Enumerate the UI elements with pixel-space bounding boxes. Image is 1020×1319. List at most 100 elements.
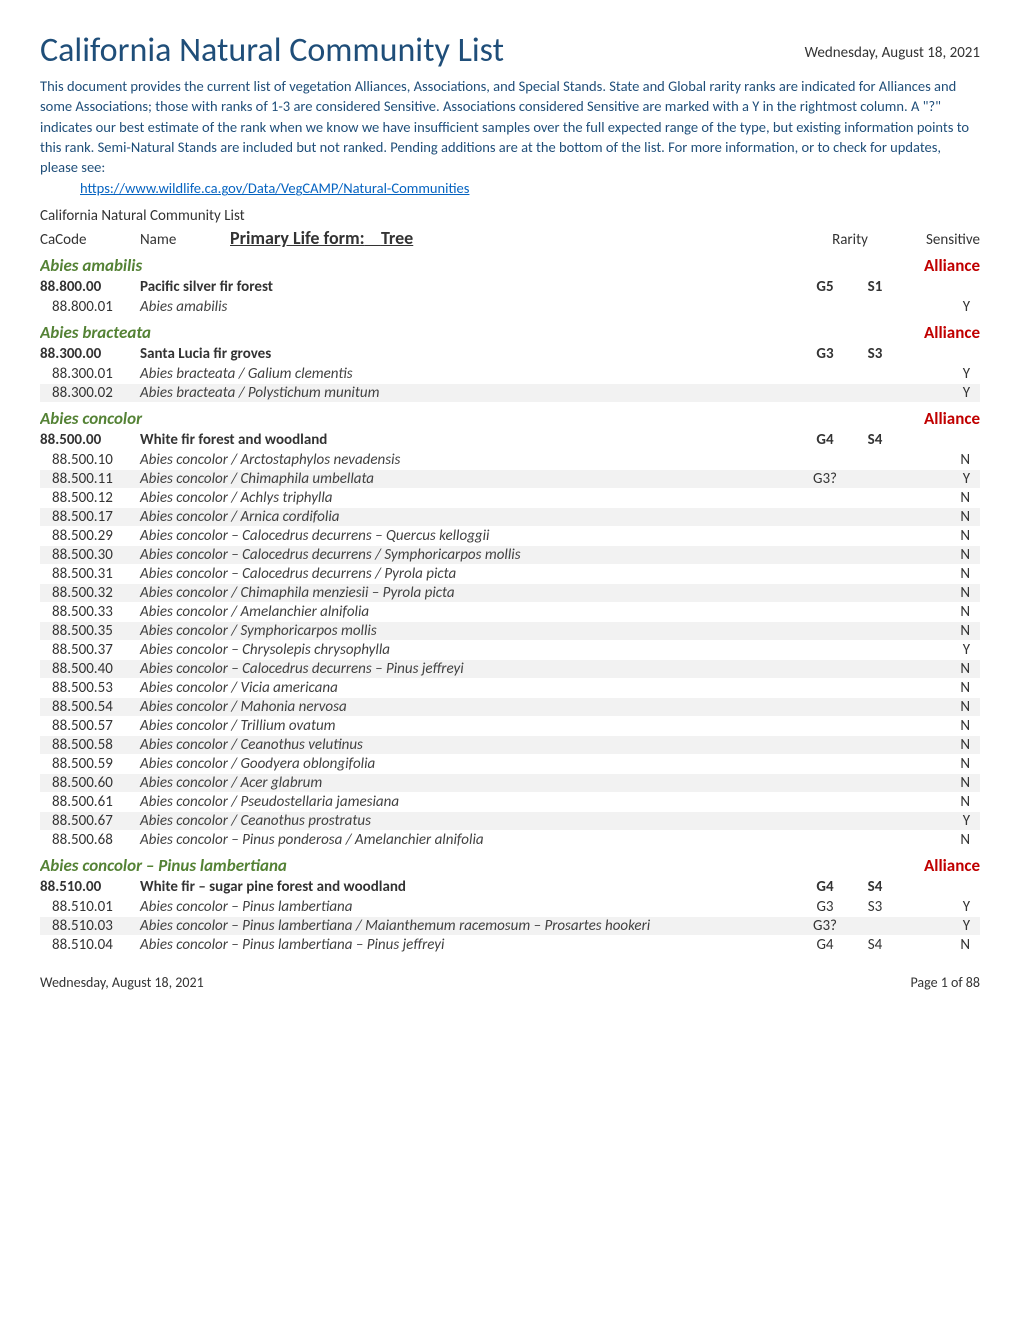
footer-page: Page 1 of 88 <box>910 974 980 991</box>
entry-name: Abies concolor – Pinus ponderosa / Amela… <box>140 831 800 849</box>
group-code: 88.510.00 <box>40 878 140 896</box>
entry-name: Abies concolor / Vicia americana <box>140 679 800 697</box>
species-name: Abies concolor <box>40 408 142 429</box>
entry-name: Abies concolor / Arctostaphylos nevadens… <box>140 451 800 469</box>
entry-global-rank: G4 <box>800 936 850 954</box>
entry-row: 88.500.35Abies concolor / Symphoricarpos… <box>40 622 980 640</box>
species-heading-row: Abies bracteataAlliance <box>40 322 980 343</box>
species-name: Abies concolor – Pinus lambertiana <box>40 855 287 876</box>
group-code: 88.800.00 <box>40 278 140 296</box>
entry-sensitive: N <box>900 489 980 507</box>
entry-sensitive: N <box>900 451 980 469</box>
entry-row: 88.500.67Abies concolor / Ceanothus pros… <box>40 812 980 830</box>
entry-name: Abies concolor / Chimaphila umbellata <box>140 470 800 488</box>
entry-name: Abies concolor – Pinus lambertiana <box>140 898 800 916</box>
group-code: 88.300.00 <box>40 345 140 363</box>
column-header-row: CaCode Name Primary Life form: Tree Rari… <box>40 227 980 249</box>
footer-date: Wednesday, August 18, 2021 <box>40 974 204 991</box>
alliance-label: Alliance <box>924 855 980 876</box>
entry-code: 88.500.68 <box>52 831 140 849</box>
entry-name: Abies concolor / Ceanothus velutinus <box>140 736 800 754</box>
entry-sensitive: N <box>900 774 980 792</box>
entry-sensitive: Y <box>900 365 980 383</box>
entry-name: Abies concolor / Arnica cordifolia <box>140 508 800 526</box>
species-heading-row: Abies concolor Alliance <box>40 408 980 429</box>
group-state-rank: S3 <box>850 345 900 363</box>
entry-row: 88.500.59Abies concolor / Goodyera oblon… <box>40 755 980 773</box>
entry-row: 88.500.30Abies concolor – Calocedrus dec… <box>40 546 980 564</box>
entry-sensitive: N <box>900 698 980 716</box>
entry-code: 88.500.31 <box>52 565 140 583</box>
sections-container: Abies amabilisAlliance88.800.00Pacific s… <box>40 255 980 954</box>
entry-row: 88.510.01Abies concolor – Pinus lamberti… <box>40 898 980 916</box>
entry-name: Abies concolor / Goodyera oblongifolia <box>140 755 800 773</box>
entry-code: 88.500.60 <box>52 774 140 792</box>
entry-sensitive: N <box>900 508 980 526</box>
entry-name: Abies amabilis <box>140 298 800 316</box>
entry-global-rank: G3 <box>800 898 850 916</box>
species-heading-row: Abies amabilisAlliance <box>40 255 980 276</box>
group-row: 88.800.00Pacific silver fir forestG5S1 <box>40 278 980 296</box>
entry-row: 88.300.02Abies bracteata / Polystichum m… <box>40 384 980 402</box>
entry-row: 88.500.17Abies concolor / Arnica cordifo… <box>40 508 980 526</box>
entry-code: 88.500.33 <box>52 603 140 621</box>
entry-row: 88.500.57Abies concolor / Trillium ovatu… <box>40 717 980 735</box>
entry-code: 88.500.12 <box>52 489 140 507</box>
entry-row: 88.500.54Abies concolor / Mahonia nervos… <box>40 698 980 716</box>
group-name: Santa Lucia fir groves <box>140 345 800 363</box>
entry-name: Abies concolor / Achlys triphylla <box>140 489 800 507</box>
group-name: White fir forest and woodland <box>140 431 800 449</box>
group-row: 88.300.00Santa Lucia fir grovesG3S3 <box>40 345 980 363</box>
entry-row: 88.500.58Abies concolor / Ceanothus velu… <box>40 736 980 754</box>
entry-row: 88.500.33Abies concolor / Amelanchier al… <box>40 603 980 621</box>
group-state-rank: S4 <box>850 878 900 896</box>
group-name: White fir – sugar pine forest and woodla… <box>140 878 800 896</box>
list-subtitle: California Natural Community List <box>40 207 980 225</box>
entry-name: Abies bracteata / Galium clementis <box>140 365 800 383</box>
intro-link[interactable]: https://www.wildlife.ca.gov/Data/VegCAMP… <box>80 179 469 197</box>
life-form-label: Primary Life form: <box>230 227 365 249</box>
entry-code: 88.500.57 <box>52 717 140 735</box>
entry-row: 88.300.01Abies bracteata / Galium clemen… <box>40 365 980 383</box>
entry-sensitive: N <box>900 584 980 602</box>
entry-code: 88.500.40 <box>52 660 140 678</box>
entry-name: Abies concolor – Calocedrus decurrens / … <box>140 565 800 583</box>
entry-code: 88.500.32 <box>52 584 140 602</box>
group-row: 88.500.00White fir forest and woodlandG4… <box>40 431 980 449</box>
entry-sensitive: Y <box>900 298 980 316</box>
entry-state-rank: S4 <box>850 936 900 954</box>
entry-sensitive: N <box>900 622 980 640</box>
entry-global-rank: G3? <box>800 470 850 488</box>
entry-row: 88.510.04Abies concolor – Pinus lamberti… <box>40 936 980 954</box>
group-state-rank: S1 <box>850 278 900 296</box>
main-title: California Natural Community List <box>40 30 504 71</box>
entry-code: 88.500.35 <box>52 622 140 640</box>
entry-name: Abies concolor – Calocedrus decurrens / … <box>140 546 800 564</box>
entry-code: 88.510.04 <box>52 936 140 954</box>
entry-code: 88.500.67 <box>52 812 140 830</box>
group-row: 88.510.00White fir – sugar pine forest a… <box>40 878 980 896</box>
entry-name: Abies concolor / Pseudostellaria jamesia… <box>140 793 800 811</box>
entry-sensitive: N <box>900 755 980 773</box>
entry-row: 88.800.01Abies amabilisY <box>40 298 980 316</box>
entry-sensitive: Y <box>900 917 980 935</box>
entry-sensitive: Y <box>900 641 980 659</box>
entry-sensitive: Y <box>900 384 980 402</box>
alliance-label: Alliance <box>924 408 980 429</box>
species-name: Abies amabilis <box>40 255 142 276</box>
entry-code: 88.500.59 <box>52 755 140 773</box>
col-header-code: CaCode <box>40 231 140 249</box>
entry-code: 88.500.54 <box>52 698 140 716</box>
entry-row: 88.500.31Abies concolor – Calocedrus dec… <box>40 565 980 583</box>
document-header: California Natural Community List Wednes… <box>40 30 980 76</box>
entry-row: 88.500.61Abies concolor / Pseudostellari… <box>40 793 980 811</box>
species-heading-row: Abies concolor – Pinus lambertiana Allian… <box>40 855 980 876</box>
entry-code: 88.500.29 <box>52 527 140 545</box>
alliance-label: Alliance <box>924 322 980 343</box>
entry-sensitive: N <box>900 736 980 754</box>
entry-sensitive: N <box>900 603 980 621</box>
entry-code: 88.510.01 <box>52 898 140 916</box>
entry-sensitive: N <box>900 793 980 811</box>
entry-name: Abies concolor / Symphoricarpos mollis <box>140 622 800 640</box>
entry-sensitive: N <box>900 527 980 545</box>
